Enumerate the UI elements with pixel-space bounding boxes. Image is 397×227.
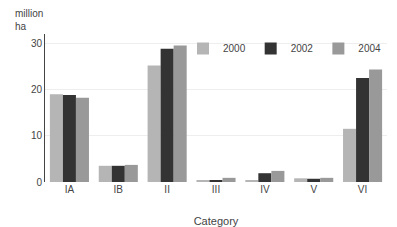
svg-text:IV: IV — [260, 184, 270, 195]
svg-text:VI: VI — [358, 184, 367, 195]
svg-text:2004: 2004 — [358, 43, 381, 54]
svg-text:V: V — [310, 184, 317, 195]
svg-text:IB: IB — [114, 184, 124, 195]
svg-text:IA: IA — [65, 184, 75, 195]
svg-text:10: 10 — [31, 130, 43, 141]
svg-text:Category: Category — [194, 215, 239, 227]
svg-text:20: 20 — [31, 84, 43, 95]
svg-text:II: II — [164, 184, 170, 195]
svg-text:30: 30 — [31, 38, 43, 49]
svg-text:2000: 2000 — [223, 43, 246, 54]
svg-text:III: III — [212, 184, 220, 195]
svg-text:0: 0 — [36, 177, 42, 188]
svg-text:millionha: millionha — [15, 8, 43, 32]
svg-text:2002: 2002 — [291, 43, 314, 54]
